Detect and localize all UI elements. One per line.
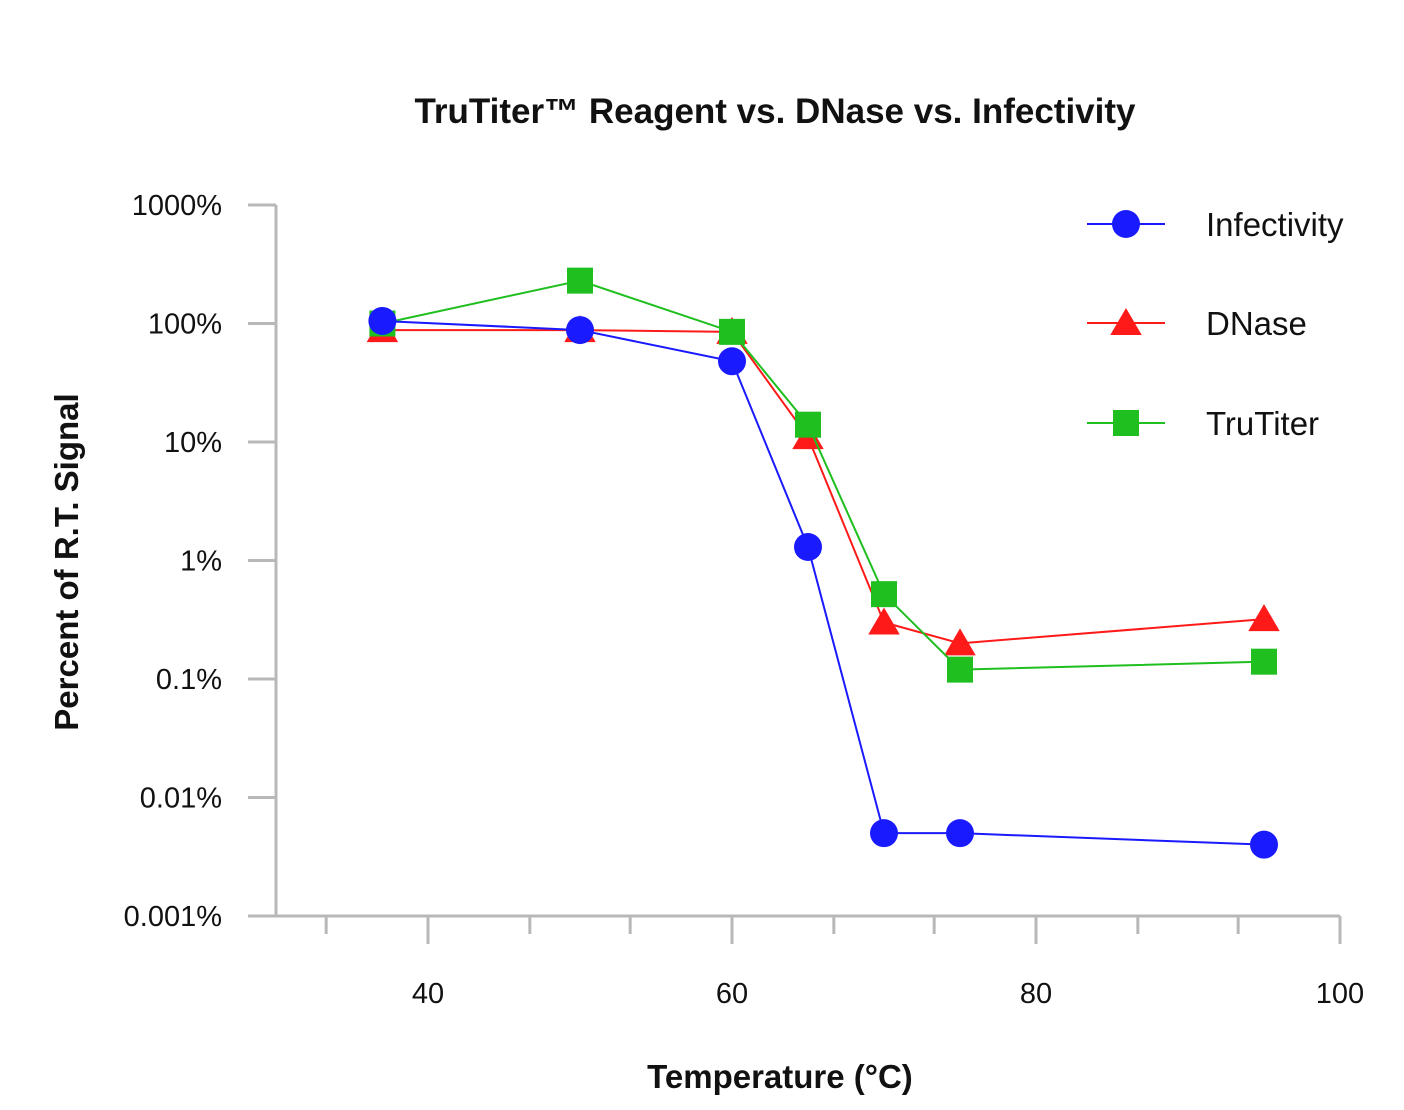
y-tick-label: 10% — [164, 427, 222, 459]
data-point-infectivity — [870, 819, 898, 848]
legend-marker-circle — [1112, 210, 1140, 238]
x-tick-label: 40 — [412, 978, 444, 1010]
series-infectivity — [368, 306, 1278, 859]
data-point-trutiter — [871, 581, 897, 608]
data-point-infectivity — [946, 819, 974, 848]
data-point-infectivity — [718, 347, 746, 376]
y-tick-label: 100% — [148, 309, 222, 341]
x-axis-label: Temperature (°C) — [647, 1058, 913, 1095]
data-point-infectivity — [794, 532, 822, 561]
data-point-trutiter — [795, 411, 821, 438]
y-tick-label: 0.01% — [140, 783, 222, 815]
data-point-infectivity — [368, 306, 397, 335]
y-axis-label: Percent of R.T. Signal — [48, 393, 85, 730]
legend: Infectivity DNase TruTiter — [1087, 206, 1344, 442]
data-point-trutiter — [1251, 648, 1277, 675]
legend-label: DNase — [1206, 305, 1307, 342]
legend-marker-square — [1113, 410, 1139, 436]
y-tick-label: 0.1% — [156, 664, 222, 696]
data-point-infectivity — [1250, 830, 1278, 859]
legend-item-trutiter: TruTiter — [1087, 405, 1319, 442]
series-line-infectivity — [382, 319, 1265, 846]
x-tick-label: 100 — [1316, 978, 1364, 1010]
x-tick-label: 60 — [716, 978, 748, 1010]
legend-label: TruTiter — [1206, 405, 1319, 442]
chart-title: TruTiter™ Reagent vs. DNase vs. Infectiv… — [414, 92, 1136, 131]
legend-item-infectivity: Infectivity — [1087, 206, 1344, 243]
data-point-dnase — [944, 628, 976, 656]
series-layer — [366, 267, 1280, 859]
data-point-dnase — [1248, 604, 1280, 632]
x-tick-label: 80 — [1020, 978, 1052, 1010]
y-tick-label: 1% — [180, 546, 222, 578]
data-point-trutiter — [947, 656, 973, 683]
legend-item-dnase: DNase — [1087, 305, 1307, 342]
data-point-infectivity — [566, 316, 594, 345]
data-point-trutiter — [719, 318, 745, 345]
legend-label: Infectivity — [1206, 206, 1344, 243]
legend-marker-triangle — [1110, 308, 1142, 335]
data-point-trutiter — [567, 267, 593, 294]
y-tick-label: 0.001% — [124, 901, 222, 933]
data-point-dnase — [868, 607, 900, 635]
x-ticks: 40 60 80 100 — [324, 916, 1364, 1010]
y-ticks: 1000% 100% 10% 1% 0.1% 0.01% 0.001% — [124, 190, 276, 933]
y-tick-label: 1000% — [132, 190, 222, 222]
series-line-dnase — [382, 329, 1265, 645]
